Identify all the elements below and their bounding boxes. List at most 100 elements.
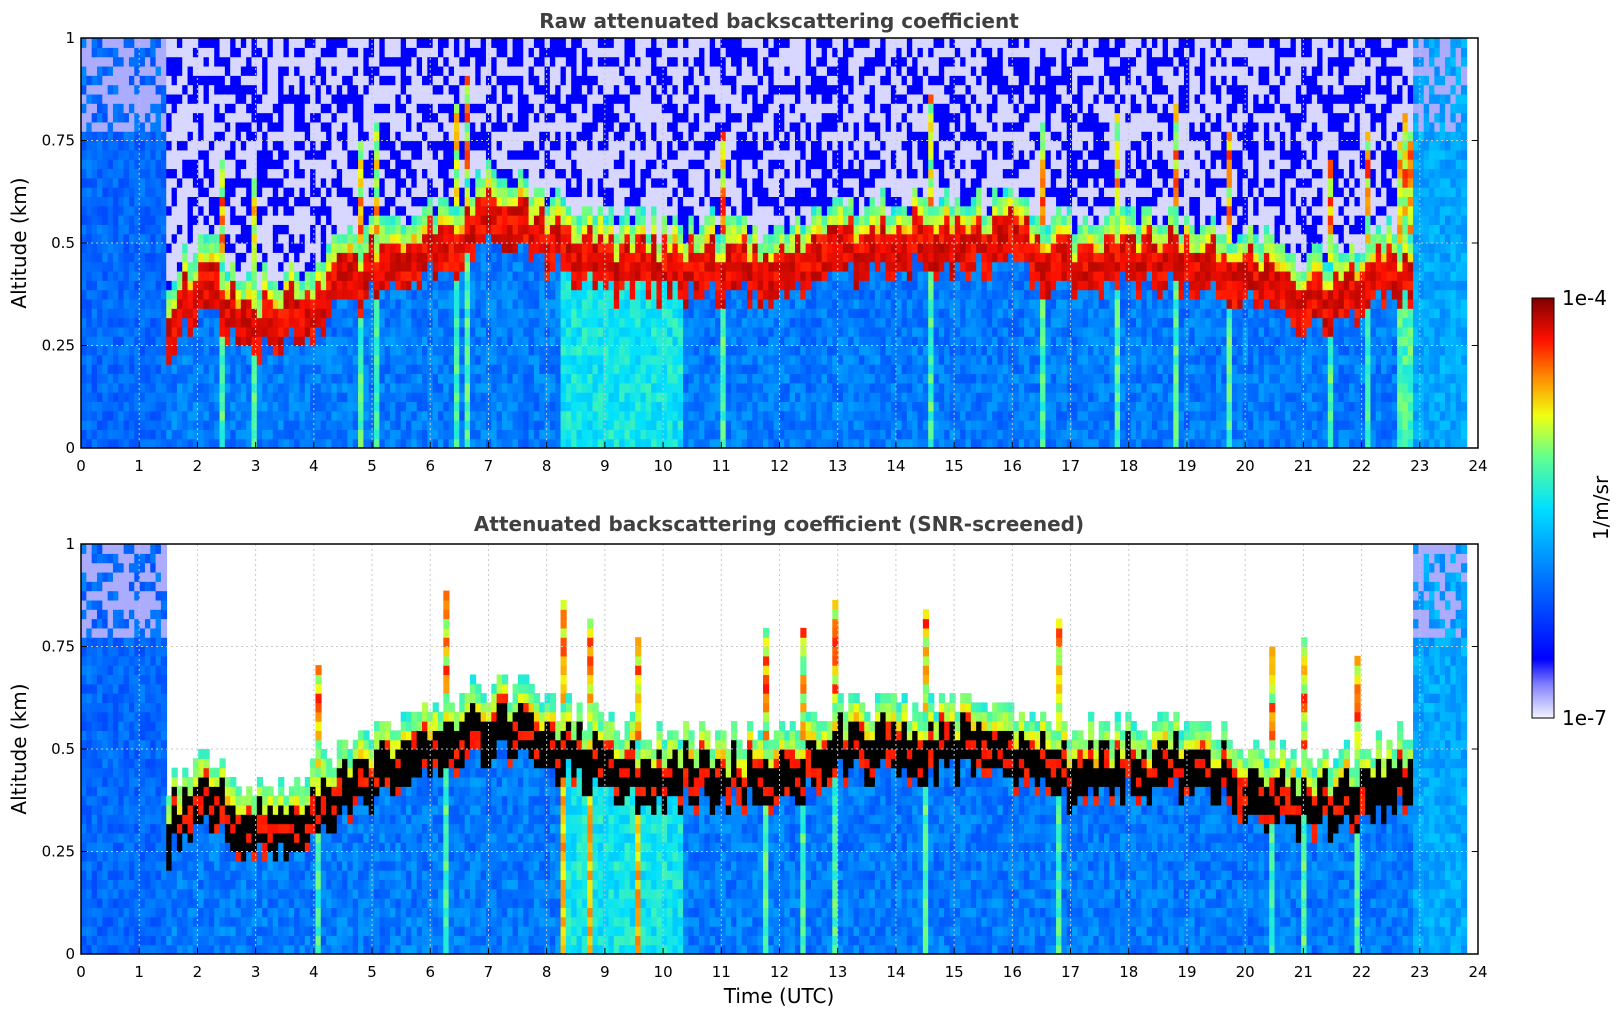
- heatmap-cell: [96, 336, 104, 347]
- heatmap-cell: [501, 112, 509, 123]
- heatmap-cell: [187, 38, 194, 48]
- heatmap-cell: [358, 401, 365, 412]
- heatmap-cell: [576, 233, 583, 244]
- heatmap-cell: [448, 261, 455, 272]
- heatmap-cell: [187, 392, 194, 403]
- heatmap-cell: [283, 308, 290, 319]
- heatmap-cell: [560, 280, 567, 291]
- heatmap-cell: [128, 354, 136, 365]
- heatmap-cell: [528, 121, 535, 132]
- heatmap-cell: [485, 298, 493, 309]
- heatmap-cell: [81, 345, 88, 356]
- heatmap-cell: [501, 177, 509, 188]
- heatmap-cell: [230, 354, 237, 365]
- heatmap-cell: [107, 364, 114, 375]
- heatmap-cell: [629, 243, 636, 253]
- heatmap-cell: [182, 252, 189, 263]
- heatmap-cell: [326, 47, 333, 58]
- heatmap-cell: [320, 429, 327, 440]
- heatmap-cell: [485, 187, 493, 198]
- heatmap-cell: [331, 326, 338, 337]
- heatmap-cell: [475, 270, 482, 281]
- heatmap-cell: [283, 429, 290, 440]
- heatmap-cell: [144, 289, 152, 300]
- heatmap-cell: [443, 187, 450, 198]
- heatmap-cell: [256, 345, 264, 356]
- heatmap-cell: [363, 373, 370, 384]
- heatmap-cell: [645, 317, 652, 328]
- heatmap-cell: [192, 168, 200, 179]
- heatmap-cell: [91, 410, 98, 421]
- heatmap-cell: [182, 317, 189, 328]
- heatmap-cell: [224, 93, 232, 104]
- heatmap-cell: [208, 103, 216, 114]
- heatmap-cell: [352, 93, 359, 104]
- heatmap-cell: [459, 65, 466, 76]
- heatmap-cell: [544, 196, 551, 207]
- heatmap-cell: [613, 215, 621, 225]
- heatmap-cell: [448, 382, 455, 393]
- heatmap-cell: [198, 382, 205, 393]
- heatmap-cell: [262, 243, 269, 253]
- heatmap-cell: [358, 280, 365, 291]
- heatmap-cell: [459, 168, 466, 179]
- heatmap-cell: [613, 392, 621, 403]
- heatmap-cell: [288, 177, 295, 188]
- heatmap-cell: [192, 429, 200, 440]
- heatmap-cell: [336, 56, 343, 67]
- heatmap-cell: [336, 131, 343, 142]
- heatmap-cell: [656, 196, 663, 207]
- heatmap-cell: [294, 149, 301, 160]
- heatmap-cell: [517, 187, 525, 198]
- heatmap-cell: [592, 298, 599, 309]
- heatmap-cell: [603, 354, 610, 365]
- heatmap-cell: [656, 373, 663, 384]
- heatmap-cell: [507, 345, 514, 356]
- heatmap-cell: [603, 298, 610, 309]
- heatmap-cell: [512, 196, 519, 207]
- heatmap-cell: [160, 289, 168, 300]
- heatmap-cell: [517, 420, 525, 430]
- heatmap-cell: [432, 336, 439, 347]
- heatmap-cell: [246, 326, 253, 337]
- heatmap-cell: [645, 131, 652, 142]
- heatmap-cell: [411, 233, 418, 244]
- heatmap-cell: [86, 47, 93, 58]
- heatmap-cell: [432, 168, 439, 179]
- heatmap-cell: [144, 65, 152, 76]
- heatmap-cell: [571, 159, 578, 170]
- heatmap-cell: [592, 47, 599, 58]
- heatmap-cell: [171, 65, 178, 76]
- heatmap-cell: [246, 429, 253, 440]
- heatmap-cell: [256, 84, 264, 95]
- heatmap-cell: [571, 140, 578, 151]
- heatmap-cell: [230, 308, 237, 319]
- heatmap-cell: [400, 187, 407, 198]
- heatmap-cell: [624, 112, 631, 123]
- heatmap-cell: [603, 420, 610, 430]
- heatmap-cell: [81, 75, 88, 86]
- heatmap-cell: [81, 159, 88, 170]
- heatmap-cell: [267, 336, 274, 347]
- heatmap-cell: [384, 38, 391, 48]
- heatmap-cell: [533, 382, 541, 393]
- heatmap-cell: [150, 364, 157, 375]
- heatmap-cell: [102, 289, 109, 300]
- heatmap-cell: [320, 140, 327, 151]
- heatmap-cell: [549, 308, 557, 319]
- heatmap-cell: [390, 261, 397, 272]
- heatmap-cell: [635, 56, 642, 67]
- heatmap-cell: [517, 308, 525, 319]
- heatmap-cell: [480, 438, 487, 448]
- heatmap-cell: [336, 65, 343, 76]
- heatmap-cell: [262, 280, 269, 291]
- heatmap-cell: [342, 382, 349, 393]
- heatmap-cell: [182, 410, 189, 421]
- heatmap-cell: [432, 224, 439, 235]
- heatmap-cell: [219, 308, 226, 319]
- heatmap-cell: [581, 243, 589, 253]
- heatmap-cell: [581, 112, 589, 123]
- heatmap-cell: [91, 84, 98, 95]
- heatmap-cell: [112, 103, 120, 114]
- heatmap-cell: [560, 243, 567, 253]
